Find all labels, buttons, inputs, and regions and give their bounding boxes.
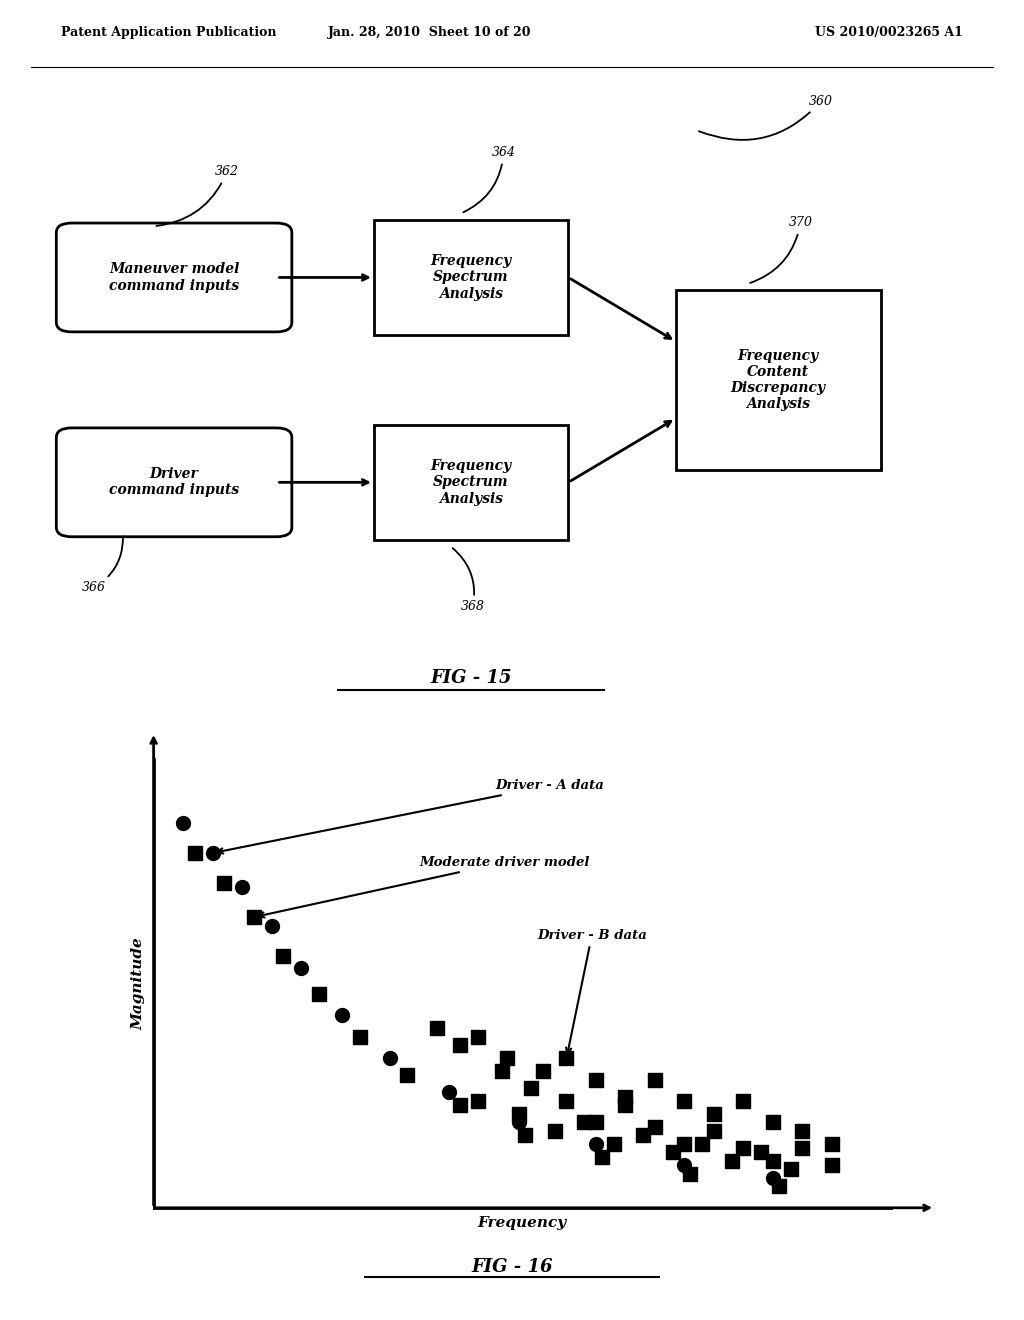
Point (293, 958, 309, 979)
Point (352, 1026, 369, 1047)
Point (588, 1069, 604, 1090)
Point (735, 1138, 752, 1159)
Point (275, 945, 292, 966)
X-axis label: Frequency: Frequency (477, 1216, 567, 1230)
Point (647, 1069, 664, 1090)
Text: Frequency
Spectrum
Analysis: Frequency Spectrum Analysis (430, 255, 512, 301)
Point (246, 907, 262, 928)
Text: 360: 360 (699, 95, 833, 140)
Bar (374, 220, 568, 335)
Text: 370: 370 (751, 216, 812, 282)
Point (558, 1090, 574, 1111)
Point (205, 842, 221, 863)
Text: Driver - A data: Driver - A data (217, 779, 604, 854)
Point (594, 1146, 610, 1167)
Point (511, 1104, 527, 1125)
Point (575, 1111, 592, 1133)
Point (823, 1133, 840, 1154)
Point (263, 915, 280, 936)
Point (723, 1150, 739, 1171)
Text: 362: 362 (157, 165, 239, 226)
Bar (374, 425, 568, 540)
Point (500, 1048, 516, 1069)
Point (647, 1115, 664, 1137)
Point (233, 876, 250, 898)
Point (535, 1060, 551, 1081)
Point (676, 1090, 692, 1111)
Point (310, 983, 327, 1005)
Point (795, 1138, 811, 1159)
Point (588, 1133, 604, 1154)
Point (453, 1094, 469, 1115)
Text: 368: 368 (453, 548, 484, 614)
FancyBboxPatch shape (56, 428, 292, 537)
Text: Driver - B data: Driver - B data (537, 928, 647, 1053)
Text: FIG - 15: FIG - 15 (430, 669, 512, 686)
Point (470, 1026, 486, 1047)
Point (765, 1167, 781, 1188)
Point (706, 1121, 722, 1142)
Text: Frequency
Content
Discrepancy
Analysis: Frequency Content Discrepancy Analysis (731, 348, 825, 412)
FancyBboxPatch shape (56, 223, 292, 331)
Point (588, 1111, 604, 1133)
Point (494, 1060, 510, 1081)
Point (334, 1005, 350, 1026)
Text: Jan. 28, 2010  Sheet 10 of 20: Jan. 28, 2010 Sheet 10 of 20 (329, 26, 531, 40)
Point (676, 1133, 692, 1154)
Bar (676, 290, 881, 470)
Point (440, 1082, 457, 1104)
Text: Frequency
Spectrum
Analysis: Frequency Spectrum Analysis (430, 459, 512, 506)
Point (399, 1065, 416, 1086)
Point (453, 1035, 469, 1056)
Point (511, 1111, 527, 1133)
Point (381, 1048, 397, 1069)
Point (523, 1077, 540, 1098)
Point (605, 1133, 622, 1154)
Point (665, 1142, 681, 1163)
Point (765, 1150, 781, 1171)
Text: Patent Application Publication: Patent Application Publication (61, 26, 276, 40)
Point (782, 1159, 799, 1180)
Point (216, 873, 232, 894)
Point (175, 813, 191, 834)
Text: Maneuver model
command inputs: Maneuver model command inputs (109, 263, 240, 293)
Text: 364: 364 (463, 145, 515, 213)
Point (428, 1018, 444, 1039)
Point (517, 1125, 534, 1146)
Point (617, 1094, 634, 1115)
Text: Driver
command inputs: Driver command inputs (109, 467, 240, 498)
Point (676, 1155, 692, 1176)
Point (753, 1142, 769, 1163)
Text: FIG - 16: FIG - 16 (471, 1258, 553, 1276)
Text: Moderate driver model: Moderate driver model (259, 855, 590, 917)
Point (547, 1121, 563, 1142)
Point (765, 1111, 781, 1133)
Y-axis label: Magnitude: Magnitude (131, 937, 145, 1030)
Point (735, 1090, 752, 1111)
Point (694, 1133, 711, 1154)
Point (635, 1125, 651, 1146)
Point (470, 1090, 486, 1111)
Point (706, 1104, 722, 1125)
Point (682, 1163, 698, 1184)
Point (617, 1086, 634, 1107)
Point (823, 1155, 840, 1176)
Point (795, 1121, 811, 1142)
Text: US 2010/0023265 A1: US 2010/0023265 A1 (815, 26, 963, 40)
Point (558, 1048, 574, 1069)
Point (186, 842, 203, 863)
Text: 366: 366 (82, 536, 123, 594)
Point (771, 1176, 787, 1197)
